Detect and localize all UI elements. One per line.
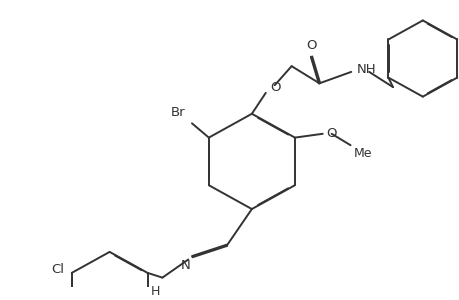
Text: N: N bbox=[180, 259, 190, 272]
Text: NH: NH bbox=[357, 64, 376, 76]
Text: O: O bbox=[306, 39, 316, 52]
Text: O: O bbox=[269, 81, 280, 94]
Text: Br: Br bbox=[170, 106, 185, 118]
Text: O: O bbox=[326, 127, 336, 140]
Text: H: H bbox=[151, 285, 160, 298]
Text: Cl: Cl bbox=[50, 262, 64, 276]
Text: Me: Me bbox=[353, 147, 371, 160]
